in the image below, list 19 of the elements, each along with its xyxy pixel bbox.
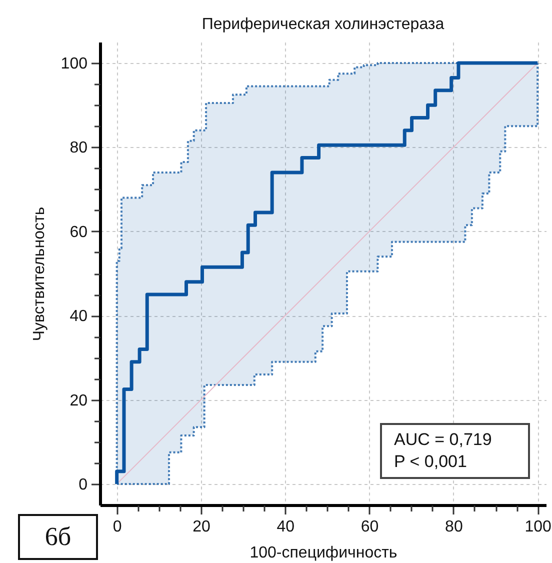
panel-label: 6б (18, 514, 98, 560)
x-tick-label: 100 (524, 518, 552, 536)
y-tick-label: 20 (70, 392, 88, 410)
x-tick-label: 60 (360, 518, 379, 536)
annotation: P < 0,001 (394, 451, 468, 473)
y-tick-label: 80 (70, 140, 88, 157)
y-tick-label: 60 (70, 224, 88, 241)
y-tick-label: 100 (60, 56, 88, 73)
y-tick-label: 0 (78, 476, 88, 494)
y-tick-label: 40 (70, 308, 88, 326)
x-tick-label: 40 (276, 518, 295, 536)
text-box: AUC = 0,719 P < 0,001 (380, 423, 530, 479)
x-axis-title: 100-специфичность (250, 544, 398, 562)
y-axis-title: Чувствительность (30, 206, 48, 342)
annotation: AUC = 0,719 (394, 429, 493, 451)
x-tick-label: 0 (112, 518, 122, 536)
x-tick-label: 80 (445, 518, 463, 536)
chart-title: Периферическая холинэстераза (202, 16, 444, 33)
x-tick-label: 20 (192, 518, 210, 536)
